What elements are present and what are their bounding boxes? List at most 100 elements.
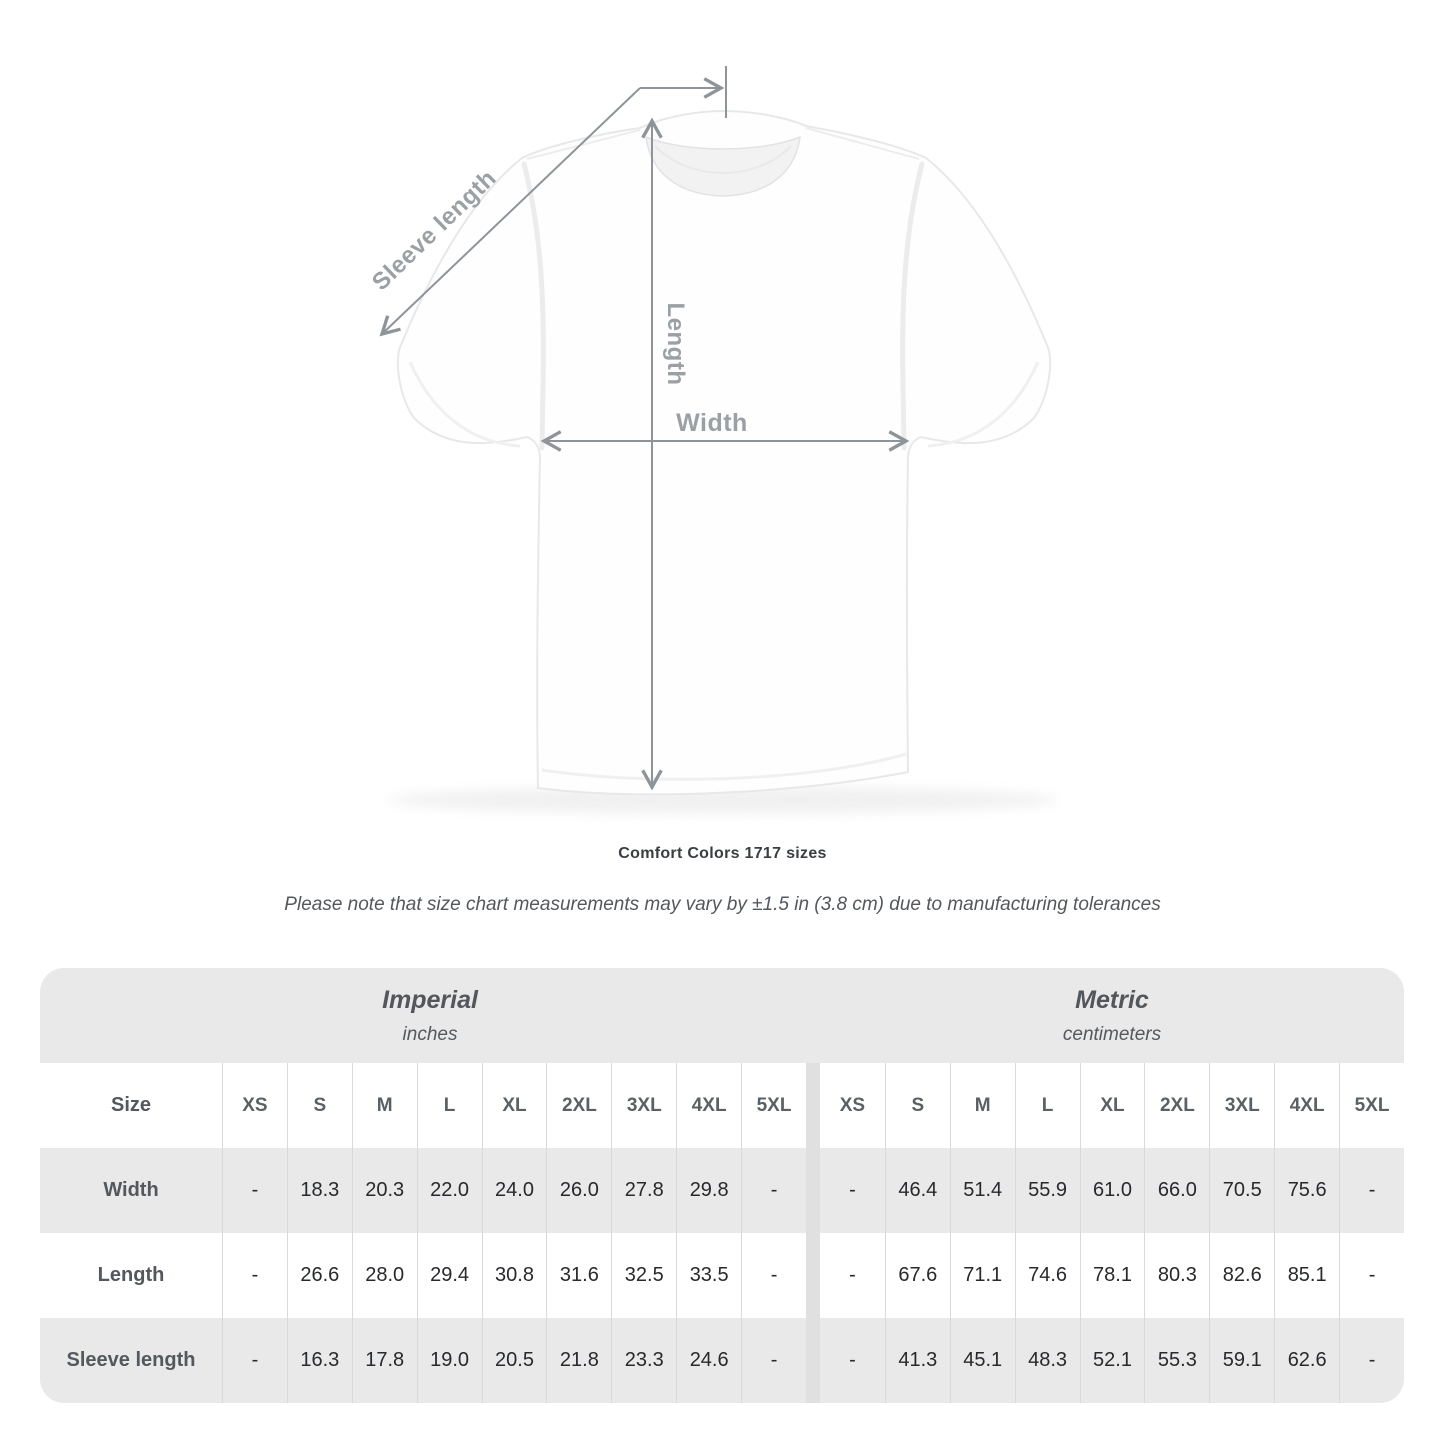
table-cell: 48.3 [1014,1318,1080,1403]
shoulder-seam-right [805,127,920,160]
table-cell: 46.4 [884,1148,950,1233]
size-column-header: XS [222,1063,287,1148]
table-cell: 17.8 [351,1318,417,1403]
metric-section-header: Metric centimeters [820,968,1404,1063]
size-column-header: S [286,1063,352,1148]
armhole-crease-right [900,161,925,451]
size-table: Imperial inches Metric centimeters Size … [40,968,1404,1403]
table-cell: - [849,1349,856,1371]
table-cell: 30.8 [481,1233,547,1318]
table-cell: - [849,1264,856,1286]
size-column-header: L [1014,1063,1080,1148]
imperial-section-name: Imperial [382,985,478,1014]
table-cell: 29.8 [676,1148,741,1233]
table-cell: 29.4 [416,1233,482,1318]
length-label: Length [662,303,689,386]
row-label: Sleeve length [66,1349,196,1371]
table-cell: 85.1 [1274,1233,1339,1318]
size-column-header: 2XL [1144,1063,1209,1148]
table-cell: 27.8 [611,1148,676,1233]
imperial-section-unit: inches [402,1023,458,1045]
size-column-header: XL [1079,1063,1145,1148]
size-column-header: 4XL [1274,1063,1339,1148]
section-divider [805,1063,820,1148]
table-row-length: Length - 26.6 28.0 29.4 30.8 31.6 32.5 3… [40,1233,1404,1318]
table-cell: 26.6 [286,1233,352,1318]
size-column-header: M [351,1063,417,1148]
section-divider [805,1318,820,1403]
table-cell: 32.5 [611,1233,676,1318]
collar-rib-seam [654,145,792,174]
size-column-header: L [416,1063,482,1148]
size-column-header: 3XL [611,1063,676,1148]
table-cell: 31.6 [546,1233,611,1318]
table-cell: 20.5 [481,1318,547,1403]
size-column-header: 2XL [546,1063,611,1148]
table-cell: - [222,1233,287,1318]
table-cell: 28.0 [351,1233,417,1318]
bottom-hem-seam [541,752,907,781]
table-cell: 26.0 [546,1148,611,1233]
tshirt-silhouette [396,110,1052,796]
table-cell: 16.3 [286,1318,352,1403]
table-cell: - [222,1318,287,1403]
table-cell: 70.5 [1209,1148,1274,1233]
metric-section-unit: centimeters [1062,1023,1162,1045]
metric-section-name: Metric [1075,985,1149,1014]
row-label: Width [103,1179,159,1201]
table-cell: 67.6 [884,1233,950,1318]
armhole-crease-left [521,161,546,451]
tshirt-measurement-diagram: Sleeve length Length Width [367,66,1058,813]
size-column-header: 5XL [741,1063,806,1148]
table-cell: 82.6 [1209,1233,1274,1318]
table-cell: 61.0 [1079,1148,1145,1233]
section-divider [805,1148,820,1233]
table-cell: - [1339,1233,1404,1318]
size-header-row: Size XS S M L XL 2XL 3XL 4XL 5XL XS S M … [40,1063,1404,1148]
size-column-header: M [949,1063,1015,1148]
table-cell: 23.3 [611,1318,676,1403]
size-header-label: Size [110,1094,152,1116]
table-cell: 24.0 [481,1148,547,1233]
table-cell: 59.1 [1209,1318,1274,1403]
row-label: Length [97,1264,165,1286]
imperial-section-header: Imperial inches [40,968,820,1063]
table-cell: - [849,1179,856,1201]
table-cell: 71.1 [949,1233,1015,1318]
table-cell: 21.8 [546,1318,611,1403]
table-cell: 62.6 [1274,1318,1339,1403]
table-row-width: Width - 18.3 20.3 22.0 24.0 26.0 27.8 29… [40,1148,1404,1233]
table-cell: 19.0 [416,1318,482,1403]
table-cell: 20.3 [351,1148,417,1233]
size-column-header: 4XL [676,1063,741,1148]
shoulder-seam-left [526,129,641,160]
table-row-sleeve-length: Sleeve length - 16.3 17.8 19.0 20.5 21.8… [40,1318,1404,1403]
units-banner: Imperial inches Metric centimeters [40,968,1404,1063]
table-cell: 75.6 [1274,1148,1339,1233]
table-cell: 74.6 [1014,1233,1080,1318]
table-cell: 22.0 [416,1148,482,1233]
sleeve-hem-seam-left [408,361,521,448]
table-cell: 55.3 [1144,1318,1209,1403]
section-divider [805,1233,820,1318]
table-cell: 18.3 [286,1148,352,1233]
sleeve-hem-seam-right [927,361,1040,448]
size-column-header: 3XL [1209,1063,1274,1148]
collar-opening [645,135,801,197]
table-cell: - [1339,1148,1404,1233]
table-cell: 55.9 [1014,1148,1080,1233]
table-cell: 66.0 [1144,1148,1209,1233]
size-column-header: 5XL [1339,1063,1404,1148]
table-cell: 33.5 [676,1233,741,1318]
table-cell: 52.1 [1079,1318,1145,1403]
sleeve-length-arrow-diagonal [379,87,641,337]
page-title: Comfort Colors 1717 sizes [618,845,827,862]
size-column-header: XS [839,1094,866,1116]
tolerance-note: Please note that size chart measurements… [284,894,1161,915]
table-cell: - [741,1233,806,1318]
table-cell: - [222,1148,287,1233]
size-column-header: S [884,1063,950,1148]
table-cell: - [741,1148,806,1233]
table-cell: 41.3 [884,1318,950,1403]
